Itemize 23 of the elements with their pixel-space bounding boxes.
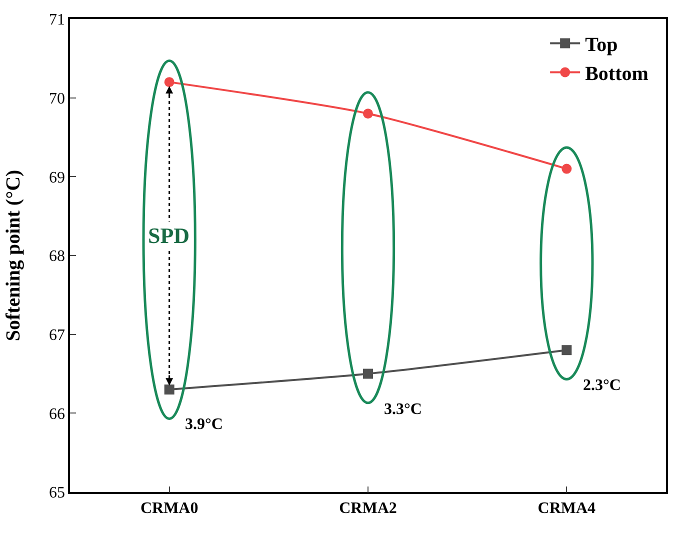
point: [363, 108, 373, 119]
annotation: 3.3°C: [384, 401, 422, 418]
y-axis-title: Softening point (°C): [2, 170, 24, 342]
y-tick-label: 69: [49, 169, 66, 186]
y-tick-label: 65: [49, 484, 66, 502]
y-tick-label: 67: [49, 326, 66, 344]
y-tick-label: 71: [49, 12, 66, 29]
annotation: SPD: [148, 223, 190, 248]
x-tick-label: CRMA0: [140, 500, 198, 517]
annotation: 2.3°C: [583, 377, 621, 394]
x-tick-label: CRMA2: [339, 500, 397, 517]
y-tick-label: 68: [49, 248, 66, 266]
point: [164, 384, 174, 395]
point: [562, 164, 572, 174]
legend-label: Top: [585, 34, 618, 56]
point: [363, 368, 373, 379]
point: [164, 77, 174, 88]
point: [562, 345, 572, 356]
y-tick-label: 70: [49, 90, 66, 108]
legend-label: Bottom: [585, 63, 649, 86]
annotation: 3.9°C: [185, 416, 223, 433]
x-tick-label: CRMA4: [538, 500, 596, 517]
y-tick-label: 66: [49, 406, 66, 423]
